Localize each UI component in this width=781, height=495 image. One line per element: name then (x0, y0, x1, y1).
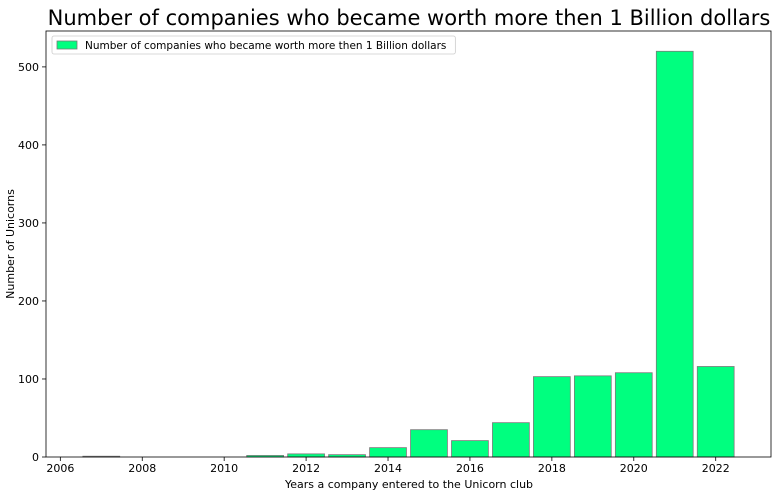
y-tick-label: 300 (18, 217, 39, 230)
x-tick-label: 2006 (46, 462, 74, 475)
bar-2018 (533, 376, 571, 458)
bar-2012 (287, 453, 325, 458)
legend-label: Number of companies who became worth mor… (85, 40, 446, 52)
y-tick-label: 100 (18, 373, 39, 386)
x-tick-label: 2022 (702, 462, 730, 475)
legend-box (51, 35, 456, 55)
y-tick-label: 500 (18, 61, 39, 74)
bar-2015 (410, 429, 448, 458)
bar-2016 (451, 440, 489, 458)
bar-2020 (614, 372, 653, 458)
x-tick-label: 2018 (538, 462, 566, 475)
x-tick-label: 2012 (292, 462, 320, 475)
bar-2022 (696, 366, 735, 458)
x-axis-ticks: 2006 2008 2010 2012 2014 2016 2018 2020 2022 (46, 457, 730, 475)
plot-frame (45, 30, 772, 458)
bar-2017 (492, 422, 530, 458)
bar-2014 (369, 447, 407, 458)
legend-swatch (56, 40, 78, 50)
bar-2019 (573, 375, 612, 458)
y-tick-label: 0 (32, 451, 39, 464)
y-axis-label: Number of Unicorns (4, 189, 17, 299)
x-tick-label: 2020 (620, 462, 648, 475)
x-tick-label: 2016 (456, 462, 484, 475)
bar-2021 (655, 50, 694, 458)
legend: Number of companies who became worth mor… (51, 35, 456, 55)
bars-group (82, 50, 735, 458)
x-tick-label: 2010 (210, 462, 238, 475)
x-axis-label: Years a company entered to the Unicorn c… (284, 478, 533, 491)
y-tick-label: 400 (18, 139, 39, 152)
y-tick-label: 200 (18, 295, 39, 308)
y-axis-ticks: 0 100 200 300 400 500 (18, 61, 46, 464)
x-tick-label: 2008 (128, 462, 156, 475)
x-tick-label: 2014 (374, 462, 402, 475)
chart-title: Number of companies who became worth mor… (48, 6, 771, 30)
